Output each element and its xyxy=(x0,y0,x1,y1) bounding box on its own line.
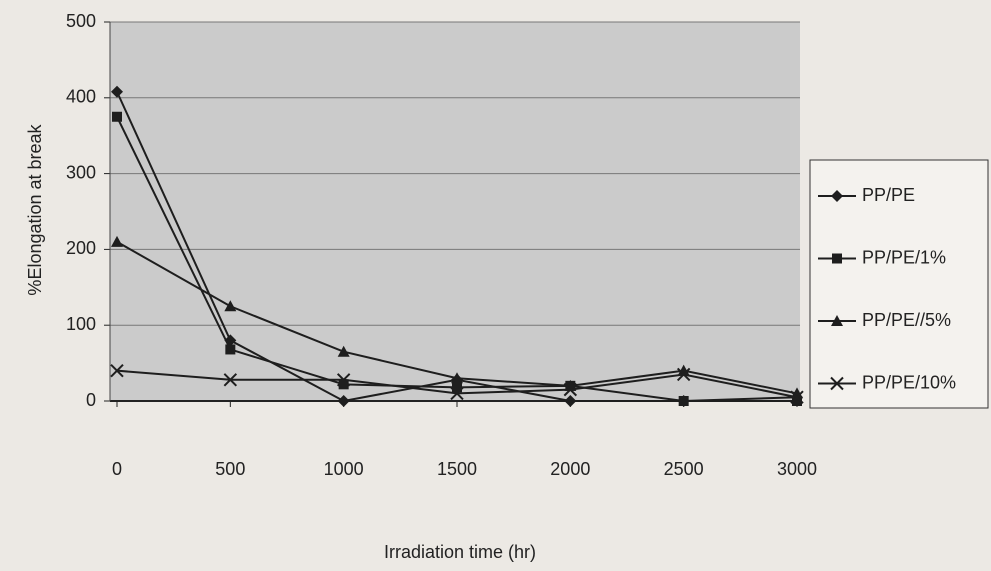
y-tick-label: 500 xyxy=(66,11,96,31)
x-tick-label: 2500 xyxy=(664,459,704,479)
y-tick-label: 200 xyxy=(66,238,96,258)
x-tick-label: 500 xyxy=(215,459,245,479)
marker xyxy=(832,254,842,264)
chart: %Elongation at break Irradiation time (h… xyxy=(0,0,991,571)
x-tick-label: 1000 xyxy=(324,459,364,479)
legend-label: PP/PE/1% xyxy=(862,247,946,267)
x-tick-label: 1500 xyxy=(437,459,477,479)
x-tick-label: 3000 xyxy=(777,459,817,479)
legend-label: PP/PE/10% xyxy=(862,372,956,392)
x-tick-label: 0 xyxy=(112,459,122,479)
legend-label: PP/PE//5% xyxy=(862,310,951,330)
marker xyxy=(225,344,235,354)
y-tick-label: 100 xyxy=(66,314,96,334)
y-tick-label: 400 xyxy=(66,87,96,107)
y-tick-label: 0 xyxy=(86,390,96,410)
y-tick-label: 300 xyxy=(66,162,96,182)
y-axis-title: %Elongation at break xyxy=(25,123,45,295)
legend-label: PP/PE xyxy=(862,185,915,205)
x-tick-label: 2000 xyxy=(550,459,590,479)
marker xyxy=(679,396,689,406)
marker xyxy=(112,112,122,122)
x-axis-title: Irradiation time (hr) xyxy=(384,542,536,562)
plot-area xyxy=(110,22,800,401)
